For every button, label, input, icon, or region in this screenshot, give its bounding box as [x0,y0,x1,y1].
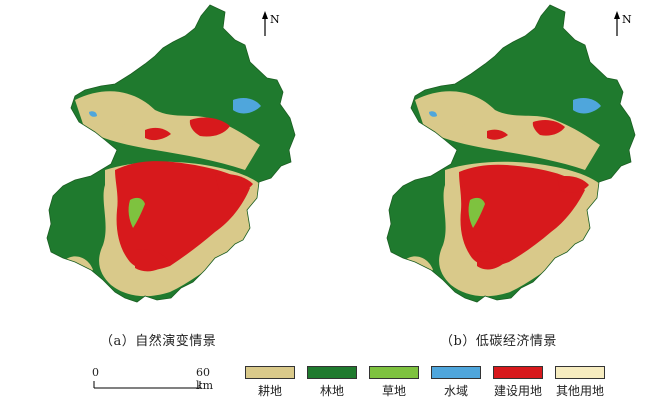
urban-core [459,164,585,267]
boundary-b [386,4,636,303]
urban-core [115,161,250,271]
urban-northwest [145,127,171,141]
urban-south [135,249,169,272]
map-panel-low-carbon: N [385,0,655,312]
north-label-b: N [622,13,632,26]
urban-east [215,174,253,194]
water-west [429,111,437,117]
legend-item-construction: 建设用地 [488,366,548,399]
scale-end-label: 60 km [196,366,214,392]
legend-label-other: 其他用地 [555,384,604,398]
cropland-north [75,91,260,170]
grass-river [468,197,485,228]
cropland-west [85,115,125,134]
grass-river [128,197,145,228]
legend-label-grassland: 草地 [381,384,406,398]
urban-south [477,251,505,270]
legend-item-forest: 林地 [302,366,362,399]
legend-label-forest: 林地 [319,384,344,398]
legend: 耕地 林地 草地 水域 建设用地 其他用地 [240,366,660,402]
cropland-west [425,115,465,134]
urban-north [189,117,230,137]
caption-b: （b）低碳经济情景 [440,334,557,349]
legend-item-grassland: 草地 [364,366,424,399]
land-use-map-a: N [46,4,296,303]
cropland-north [415,91,600,170]
north-arrow-icon [262,11,268,36]
urban-east [557,175,589,193]
legend-item-water: 水域 [426,366,486,399]
legend-swatch-water [431,366,481,379]
legend-swatch-other [555,366,605,379]
legend-swatch-forest [307,366,357,379]
caption-a: （a）自然演变情景 [100,334,217,349]
map-panel-natural-evolution: N [45,0,315,312]
reservoir [573,98,601,114]
urban-north [532,119,565,136]
legend-swatch-grassland [369,366,419,379]
legend-swatch-construction [493,366,543,379]
boundary-a [46,4,296,303]
legend-label-cropland: 耕地 [257,384,282,398]
north-label-a: N [270,13,280,26]
legend-swatch-cropland [245,366,295,379]
reservoir [233,98,261,114]
scale-bar-line [93,381,201,389]
north-arrow-icon [614,11,620,36]
legend-label-water: 水域 [443,384,468,398]
legend-item-other: 其他用地 [550,366,610,399]
legend-label-construction: 建设用地 [493,384,542,398]
urban-northwest [487,129,508,140]
legend-item-cropland: 耕地 [240,366,300,399]
water-west [89,111,97,117]
land-use-map-b: N [386,4,636,303]
scale-start-label: 0 [92,366,99,379]
